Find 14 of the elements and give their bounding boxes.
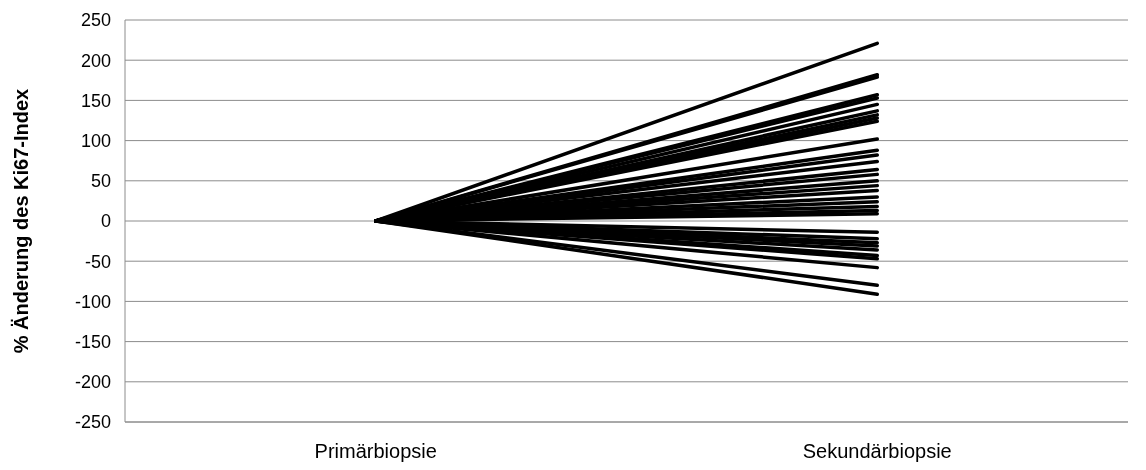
y-tick-label: 50 — [90, 171, 111, 192]
y-tick-label: -250 — [74, 412, 111, 433]
y-axis-title: % Änderung des Ki67-Index — [10, 88, 32, 354]
y-tick-label: -200 — [74, 372, 111, 393]
x-tick-label: Primärbiopsie — [314, 440, 437, 462]
y-tick-label: -150 — [74, 331, 111, 352]
y-tick-label: 150 — [80, 90, 111, 111]
y-tick-label: -50 — [84, 251, 111, 272]
y-tick-label: 200 — [80, 50, 111, 71]
y-tick-label: 0 — [100, 211, 111, 232]
x-tick-label: Sekundärbiopsie — [802, 440, 952, 462]
y-tick-label: -100 — [74, 291, 111, 312]
y-tick-label: 100 — [80, 130, 111, 151]
y-tick-label: 250 — [80, 10, 111, 31]
